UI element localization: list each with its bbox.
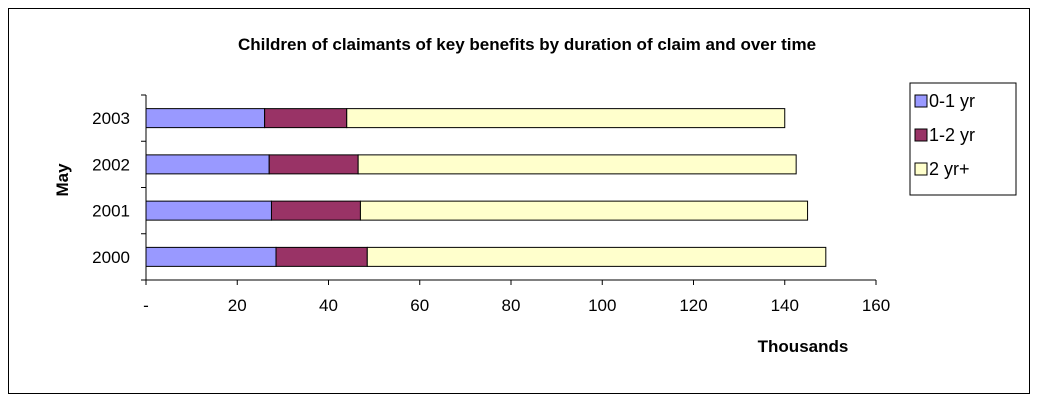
plot-area: - 20 40 60 80 100 120 140 160 2003 2002 2001 2000 <box>92 94 890 315</box>
legend: 0-1 yr 1-2 yr 2 yr+ <box>909 82 1017 196</box>
bar-segment <box>264 108 348 129</box>
x-tick-label: 160 <box>862 296 890 315</box>
bar-segment <box>268 154 359 175</box>
bar-segment <box>270 200 361 221</box>
x-tick-label: 140 <box>771 296 799 315</box>
legend-entry: 2 yr+ <box>929 159 970 179</box>
bar-segment <box>145 246 277 267</box>
legend-swatch <box>914 94 928 108</box>
x-tick-label: 20 <box>228 296 247 315</box>
x-axis-label: Thousands <box>758 337 849 356</box>
y-tick-label: 2001 <box>92 202 130 221</box>
y-tick-label: 2002 <box>92 155 130 174</box>
legend-entry: 0-1 yr <box>929 91 975 111</box>
legend-swatch <box>914 162 928 176</box>
bar-segment <box>357 154 797 175</box>
bar-segment <box>366 246 827 267</box>
chart-title: Children of claimants of key benefits by… <box>238 35 816 54</box>
x-tick-label: 40 <box>319 296 338 315</box>
x-tick-label: 60 <box>410 296 429 315</box>
x-tick-label: 120 <box>679 296 707 315</box>
x-tick-label: - <box>143 296 149 315</box>
x-tick-label: 100 <box>588 296 616 315</box>
bar-segment <box>145 108 266 129</box>
legend-swatch <box>914 128 928 142</box>
y-axis-label: May <box>53 163 72 197</box>
bar-segment <box>145 200 272 221</box>
x-tick-label: 80 <box>502 296 521 315</box>
bar-segment <box>346 108 786 129</box>
bar-segment <box>145 154 270 175</box>
legend-box <box>909 82 1017 196</box>
legend-entry: 1-2 yr <box>929 125 975 145</box>
bar-segment <box>359 200 809 221</box>
y-tick-label: 2003 <box>92 109 130 128</box>
bar-segment <box>275 246 368 267</box>
y-tick-label: 2000 <box>92 248 130 267</box>
